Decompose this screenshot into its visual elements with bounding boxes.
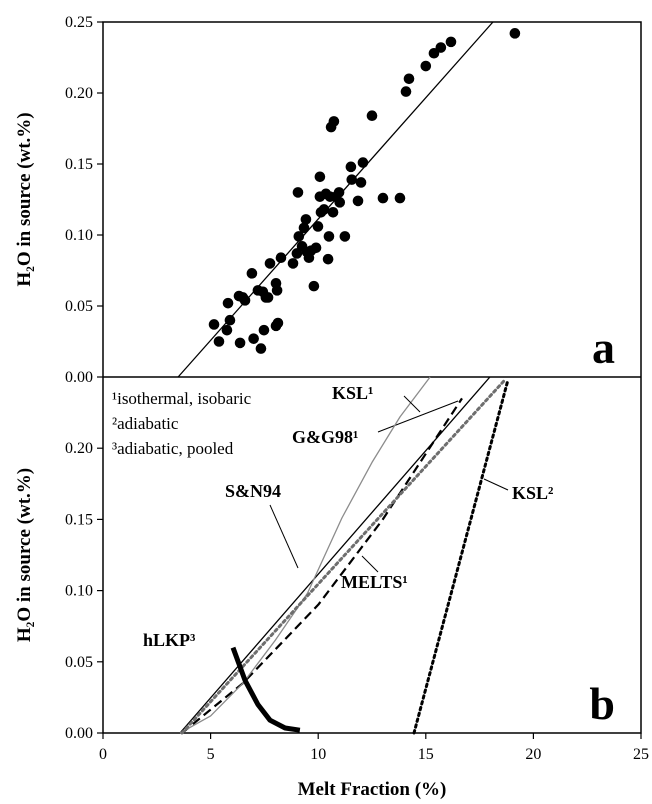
series-label: G&G98¹ xyxy=(292,427,358,447)
y-tick-label: 0.10 xyxy=(65,583,93,600)
series-label: hLKP³ xyxy=(143,630,196,650)
data-point xyxy=(222,297,234,309)
data-point xyxy=(275,252,287,264)
legend-note: ²adiabatic xyxy=(112,414,179,433)
series-line xyxy=(230,646,301,733)
data-point xyxy=(292,187,304,198)
x-tick-label: 10 xyxy=(310,746,326,763)
data-point xyxy=(234,337,246,349)
data-point xyxy=(345,161,357,173)
data-point xyxy=(334,197,346,208)
data-point xyxy=(509,28,521,39)
data-point xyxy=(224,314,236,326)
data-point xyxy=(323,231,335,242)
data-point xyxy=(213,336,225,347)
y-tick-label: 0.05 xyxy=(65,298,93,315)
data-point xyxy=(312,221,324,232)
y-axis-label: H₂O in source (wt.%) xyxy=(14,112,35,286)
data-point xyxy=(366,110,378,122)
series-label: MELTS¹ xyxy=(341,572,408,592)
leader-line xyxy=(269,504,299,569)
data-point xyxy=(258,324,270,336)
data-point xyxy=(328,116,340,127)
series-line xyxy=(181,397,463,734)
y-tick-label: 0.15 xyxy=(65,511,93,528)
data-point xyxy=(355,177,367,188)
series-line xyxy=(179,376,431,734)
data-point xyxy=(264,258,276,269)
data-point xyxy=(239,295,251,306)
data-point xyxy=(346,174,358,185)
data-point xyxy=(293,231,305,242)
legend-note: ¹isothermal, isobaric xyxy=(112,389,252,408)
leader-line xyxy=(483,478,509,491)
y-tick-label: 0.05 xyxy=(65,654,93,671)
y-tick-label: 0.00 xyxy=(65,725,93,742)
data-point xyxy=(287,258,299,269)
data-point xyxy=(322,253,334,265)
leader-line xyxy=(403,395,421,413)
data-point xyxy=(435,42,447,53)
data-point xyxy=(262,292,274,303)
leader-line xyxy=(377,400,459,433)
data-point xyxy=(339,231,351,242)
y-tick-label: 0.25 xyxy=(65,14,93,31)
data-point xyxy=(357,157,369,168)
data-point xyxy=(208,319,220,330)
series-label: KSL² xyxy=(512,483,553,503)
series-label: S&N94 xyxy=(225,481,281,501)
data-point xyxy=(327,206,339,218)
y-tick-label: 0.00 xyxy=(65,369,93,386)
y-tick-label: 0.10 xyxy=(65,227,93,244)
data-point xyxy=(314,171,326,183)
series-line xyxy=(412,378,510,735)
data-point xyxy=(403,73,415,85)
data-point xyxy=(246,268,258,279)
x-tick-label: 20 xyxy=(525,746,541,763)
data-point xyxy=(270,277,282,289)
data-point xyxy=(255,343,267,354)
data-point xyxy=(308,280,320,292)
data-point xyxy=(310,242,322,254)
data-point xyxy=(248,333,259,344)
data-point xyxy=(445,36,457,48)
x-axis-label: Melt Fraction (%) xyxy=(298,779,447,800)
data-point xyxy=(333,187,345,198)
data-point xyxy=(270,320,282,332)
data-point xyxy=(221,324,233,336)
y-tick-label: 0.20 xyxy=(65,440,93,457)
y-tick-label: 0.20 xyxy=(65,85,93,102)
data-point xyxy=(420,60,432,72)
data-point xyxy=(298,222,310,234)
data-point xyxy=(300,214,312,225)
series-label: KSL¹ xyxy=(332,383,373,403)
legend-note: ³adiabatic, pooled xyxy=(112,439,234,458)
panel-label: b xyxy=(589,678,615,729)
x-tick-label: 5 xyxy=(207,746,215,763)
data-point xyxy=(377,192,389,204)
series-line xyxy=(180,378,507,735)
x-tick-label: 0 xyxy=(99,746,107,763)
y-axis-label: H₂O in source (wt.%) xyxy=(14,468,35,642)
x-tick-label: 25 xyxy=(633,746,649,763)
data-point xyxy=(318,204,330,215)
x-tick-label: 15 xyxy=(418,746,434,763)
data-point xyxy=(394,192,406,204)
data-point xyxy=(352,195,364,207)
y-tick-label: 0.15 xyxy=(65,156,93,173)
leader-line xyxy=(361,555,379,573)
panel-label: a xyxy=(592,322,615,373)
data-point xyxy=(400,86,412,97)
